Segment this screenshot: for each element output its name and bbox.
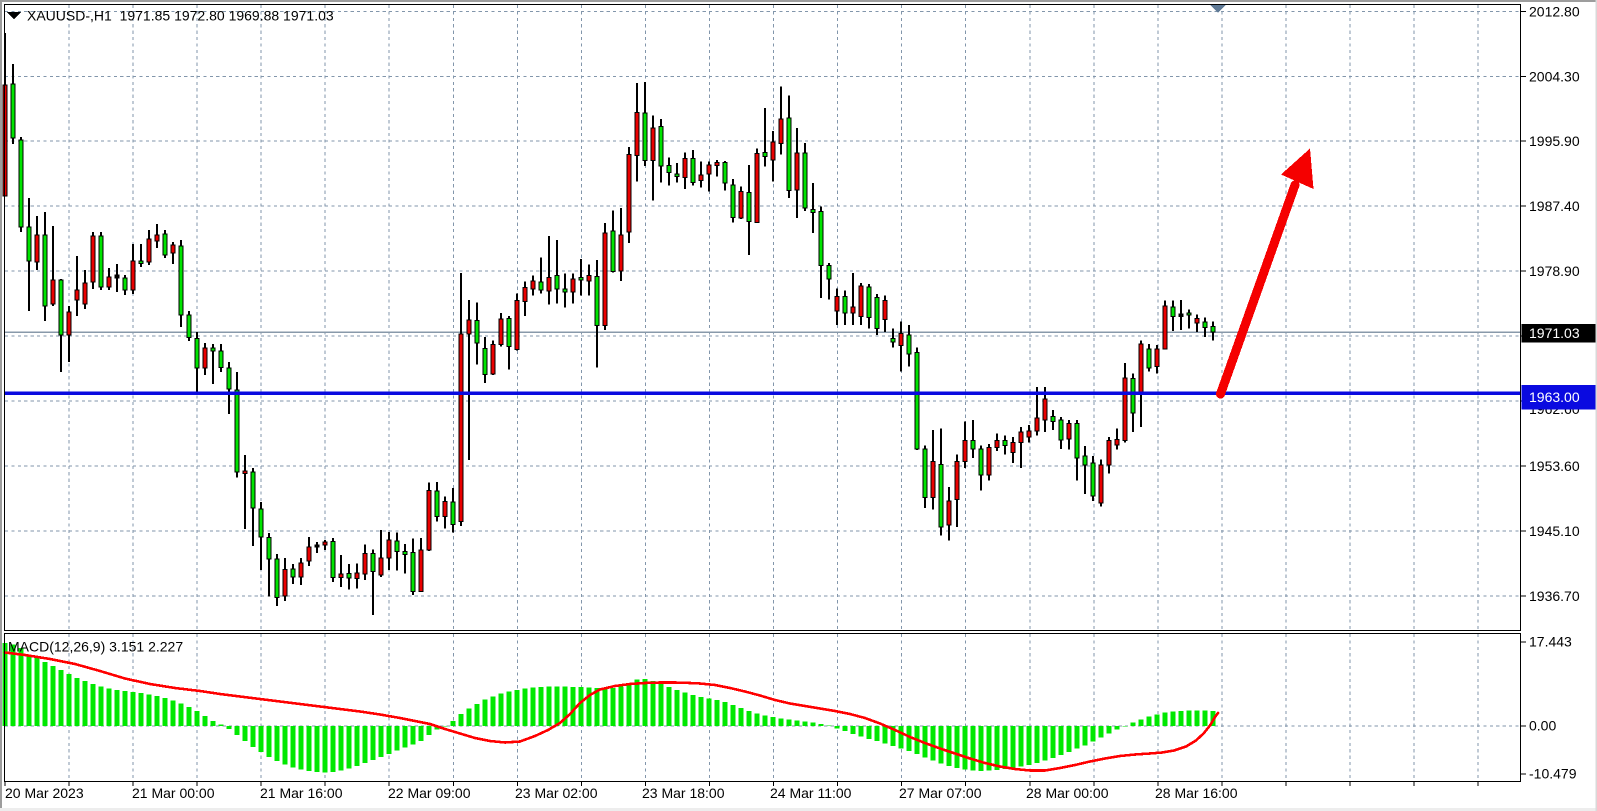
svg-text:21 Mar 00:00: 21 Mar 00:00 bbox=[132, 785, 215, 801]
svg-text:24 Mar 11:00: 24 Mar 11:00 bbox=[770, 785, 852, 801]
svg-text:28 Mar 16:00: 28 Mar 16:00 bbox=[1155, 785, 1238, 801]
svg-text:2012.80: 2012.80 bbox=[1529, 3, 1580, 19]
svg-text:0.00: 0.00 bbox=[1529, 718, 1556, 734]
svg-text:1987.40: 1987.40 bbox=[1529, 198, 1580, 214]
svg-text:21 Mar 16:00: 21 Mar 16:00 bbox=[260, 785, 343, 801]
svg-text:-10.479: -10.479 bbox=[1529, 766, 1577, 782]
svg-text:1995.90: 1995.90 bbox=[1529, 133, 1580, 149]
svg-text:1978.90: 1978.90 bbox=[1529, 263, 1580, 279]
svg-text:20 Mar 2023: 20 Mar 2023 bbox=[5, 785, 84, 801]
svg-text:23 Mar 18:00: 23 Mar 18:00 bbox=[642, 785, 725, 801]
svg-text:1936.70: 1936.70 bbox=[1529, 588, 1580, 604]
svg-text:1945.10: 1945.10 bbox=[1529, 523, 1580, 539]
svg-text:1971.03: 1971.03 bbox=[1529, 325, 1580, 341]
svg-text:2004.30: 2004.30 bbox=[1529, 68, 1580, 84]
svg-text:1953.60: 1953.60 bbox=[1529, 458, 1580, 474]
svg-text:XAUUSD-,H1 1971.85 1972.80 19: XAUUSD-,H1 1971.85 1972.80 1969.88 1971.… bbox=[27, 8, 334, 24]
svg-text:27 Mar 07:00: 27 Mar 07:00 bbox=[899, 785, 982, 801]
svg-text:17.443: 17.443 bbox=[1529, 634, 1572, 650]
svg-text:1963.00: 1963.00 bbox=[1529, 389, 1580, 405]
svg-text:MACD(12,26,9) 3.151 2.227: MACD(12,26,9) 3.151 2.227 bbox=[8, 639, 183, 655]
svg-text:22 Mar 09:00: 22 Mar 09:00 bbox=[388, 785, 471, 801]
svg-text:23 Mar 02:00: 23 Mar 02:00 bbox=[515, 785, 598, 801]
svg-text:28 Mar 00:00: 28 Mar 00:00 bbox=[1026, 785, 1109, 801]
